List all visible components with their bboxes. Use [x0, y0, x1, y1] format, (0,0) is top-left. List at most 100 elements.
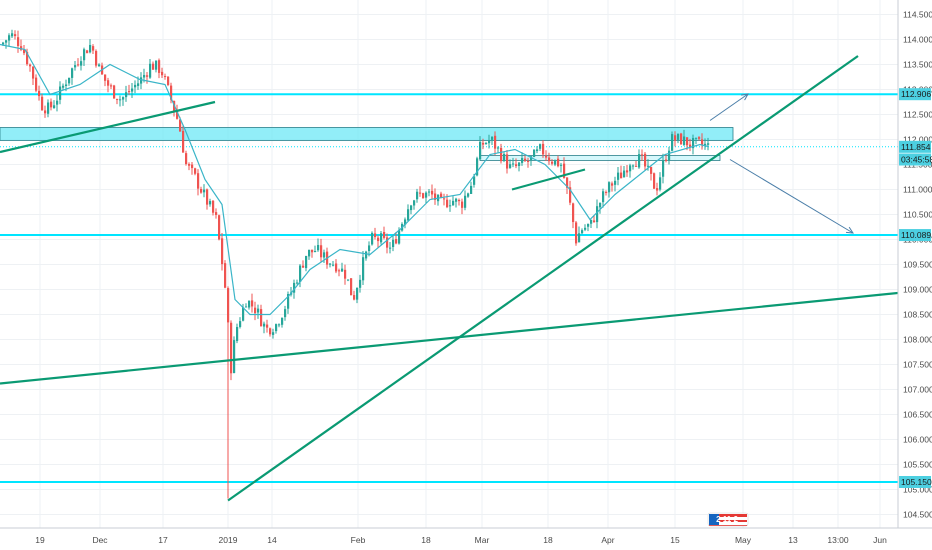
candle-body [671, 134, 674, 151]
candle-body [164, 76, 167, 78]
candle-body [488, 140, 491, 144]
candle-body [644, 153, 647, 167]
candle-body [161, 71, 164, 76]
candle-body [203, 189, 206, 193]
candle-body [320, 245, 323, 258]
candle-body [29, 64, 32, 67]
candle-body [80, 61, 83, 66]
time-tick-label: 18 [421, 535, 431, 545]
time-axis[interactable]: 19 Dec 17 2019 14 Feb 18 Mar 18 Apr 15 May 13 13:00 Ju… [0, 527, 932, 550]
candle-body [668, 150, 671, 161]
time-tick-label: May [735, 535, 752, 545]
trend-line [0, 288, 932, 385]
candle-body [440, 193, 443, 198]
candle-body [128, 91, 131, 93]
candle-body [680, 133, 683, 145]
price-tick-label: 107.500 [903, 360, 932, 370]
candle-body [653, 173, 656, 189]
candle-body [62, 85, 65, 88]
candle-body [278, 324, 281, 326]
price-tick-label: 106.500 [903, 410, 932, 420]
candle-body [263, 323, 266, 327]
candle-body [329, 263, 332, 265]
time-tick-label: 13:00 [827, 535, 849, 545]
candle-body [707, 143, 710, 145]
candle-body [614, 180, 617, 185]
candle-body [95, 50, 98, 66]
candle-body [47, 102, 50, 114]
candle-body [551, 161, 554, 164]
candle-body [146, 75, 149, 77]
candle-body [215, 212, 218, 215]
candle-body [44, 110, 47, 114]
candle-body [341, 268, 344, 272]
candle-body [581, 230, 584, 234]
candle-body [137, 83, 140, 86]
price-label-text: 110.089 [901, 230, 931, 240]
candle-body [89, 44, 92, 53]
watermark-text: 2 11 2 [716, 515, 738, 524]
candle-body [188, 164, 191, 166]
candle-body [536, 149, 539, 152]
candle-body [65, 84, 68, 87]
time-tick-label: Dec [92, 535, 108, 545]
candle-body [32, 66, 35, 79]
candle-body [692, 138, 695, 149]
candle-body [620, 172, 623, 179]
candle-body [617, 172, 620, 180]
price-tick-label: 109.000 [903, 285, 932, 295]
candle-body [299, 265, 302, 283]
candle-body [317, 244, 320, 251]
candle-body [503, 153, 506, 161]
candle-body [344, 269, 347, 279]
candle-body [683, 136, 686, 145]
candle-body [506, 154, 509, 169]
candle-body [656, 188, 659, 191]
candle-body [116, 98, 119, 100]
candle-body [53, 105, 56, 109]
candle-body [56, 100, 59, 105]
candle-body [176, 111, 179, 119]
candle-body [377, 237, 380, 242]
candle-body [461, 201, 464, 208]
candle-body [365, 251, 368, 259]
candle-body [491, 136, 494, 140]
candle-body [425, 192, 428, 198]
candle-body [17, 37, 20, 47]
projection-arrow-head [845, 226, 854, 234]
time-tick-label: Apr [601, 535, 614, 545]
candle-body [593, 220, 596, 223]
candle-body [605, 191, 608, 193]
candle-body [584, 227, 587, 230]
candle-body [395, 239, 398, 244]
candle-body [467, 193, 470, 197]
candle-body [575, 222, 578, 244]
candle-body [350, 278, 353, 296]
candle-body [578, 233, 581, 243]
candle-body [107, 80, 110, 86]
candle-body [695, 137, 698, 139]
candle-body [449, 205, 452, 207]
price-label-badge [899, 153, 931, 166]
candle-body [323, 252, 326, 258]
candle-body [152, 63, 155, 70]
resistance-zone [0, 127, 734, 141]
candle-body [212, 200, 215, 213]
candle-body [218, 215, 221, 240]
candle-body [140, 77, 143, 84]
candle-body [566, 177, 569, 188]
candle-body [122, 97, 125, 100]
candle-body [230, 322, 233, 374]
time-tick-label: 15 [670, 535, 680, 545]
price-tick-label: 108.500 [903, 310, 932, 320]
candle-body [362, 257, 365, 281]
price-axis[interactable]: 114.500114.000113.500113.000112.500112.0… [897, 0, 932, 550]
price-tick-label: 112.500 [903, 110, 932, 120]
time-tick-label: 14 [267, 535, 277, 545]
price-tick-label: 112.000 [903, 135, 932, 145]
candle-body [404, 219, 407, 225]
candle-body [470, 185, 473, 194]
candle-body [548, 157, 551, 162]
candle-body [170, 85, 173, 100]
